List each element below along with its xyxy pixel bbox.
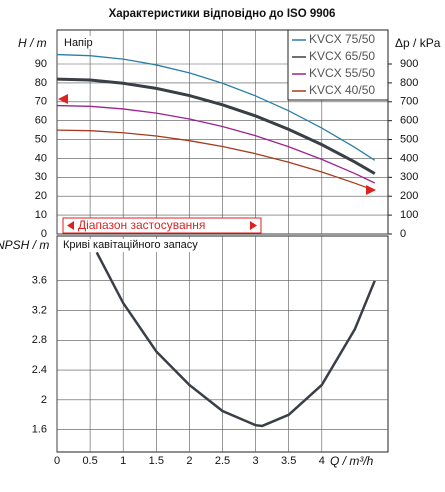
annotation-bg — [60, 36, 104, 49]
y-tick-label: 1.6 — [32, 424, 47, 436]
annotation: Криві кавітаційного запасу — [63, 239, 198, 251]
y2-tick-label: 0 — [400, 228, 406, 240]
y-tick-label: 60 — [35, 115, 47, 127]
annotation: Діапазон застосування — [78, 218, 205, 232]
x-tick-label: 3 — [253, 455, 259, 467]
annotation-bg — [60, 239, 210, 252]
x-tick-label: 1.5 — [149, 455, 164, 467]
x-axis-label: Q / m³/h — [330, 454, 374, 468]
annotation: Напір — [64, 37, 93, 49]
line — [56, 104, 376, 184]
line — [56, 129, 375, 192]
y2-axis-label: Δp / kPa — [395, 36, 441, 50]
legend: KVCX 75/50 KVCX 65/50 KVCX 55/50 KVCX 40/50 — [287, 29, 389, 101]
y-tick-label: 80 — [35, 77, 47, 89]
line — [95, 251, 376, 428]
range-arrow — [67, 221, 74, 230]
legend-label: KVCX 40/50 — [309, 83, 375, 97]
legend-label: KVCX 75/50 — [309, 32, 375, 46]
y2-tick-label: 100 — [400, 209, 418, 221]
y2-tick-label: 400 — [400, 152, 418, 164]
marker — [58, 94, 68, 104]
y-tick-label: 0 — [41, 228, 47, 240]
y-tick-label: 40 — [35, 152, 47, 164]
y2-tick-label: 700 — [400, 96, 418, 108]
y-tick-label: 90 — [35, 58, 47, 70]
y-tick-label: 2.4 — [32, 364, 47, 376]
y-tick-label: 3.6 — [32, 275, 47, 287]
y-tick-label: 70 — [35, 96, 47, 108]
y-axis-label: H / m — [18, 36, 47, 50]
x-tick-label: 4 — [319, 455, 325, 467]
y-tick-label: 2 — [41, 394, 47, 406]
legend-box — [287, 29, 389, 101]
line — [56, 53, 376, 161]
x-tick-label: 3.5 — [281, 455, 296, 467]
line — [56, 77, 376, 175]
y2-tick-label: 200 — [400, 190, 418, 202]
range-arrow — [250, 221, 257, 230]
legend-label: KVCX 55/50 — [309, 66, 375, 80]
y-tick-label: 30 — [35, 171, 47, 183]
y2-tick-label: 600 — [400, 115, 418, 127]
y-axis-label: NPSH / m — [0, 238, 49, 252]
y-tick-label: 2.8 — [32, 334, 47, 346]
legend-label: KVCX 65/50 — [309, 49, 375, 63]
y-tick-label: 50 — [35, 133, 47, 145]
y2-tick-label: 800 — [400, 77, 418, 89]
y2-tick-label: 900 — [400, 58, 418, 70]
range-box — [62, 217, 262, 234]
x-tick-label: 0.5 — [82, 455, 97, 467]
x-tick-label: 1 — [120, 455, 126, 467]
x-tick-label: 2 — [186, 455, 192, 467]
x-tick-label: 0 — [54, 455, 60, 467]
y-tick-label: 20 — [35, 190, 47, 202]
x-tick-label: 2.5 — [215, 455, 230, 467]
y-tick-label: 10 — [35, 209, 47, 221]
chart-title: Характеристики відповідно до ISO 9906 — [109, 8, 336, 20]
marker — [366, 185, 376, 195]
y2-tick-label: 300 — [400, 171, 418, 183]
y2-tick-label: 500 — [400, 133, 418, 145]
y-tick-label: 3.2 — [32, 304, 47, 316]
